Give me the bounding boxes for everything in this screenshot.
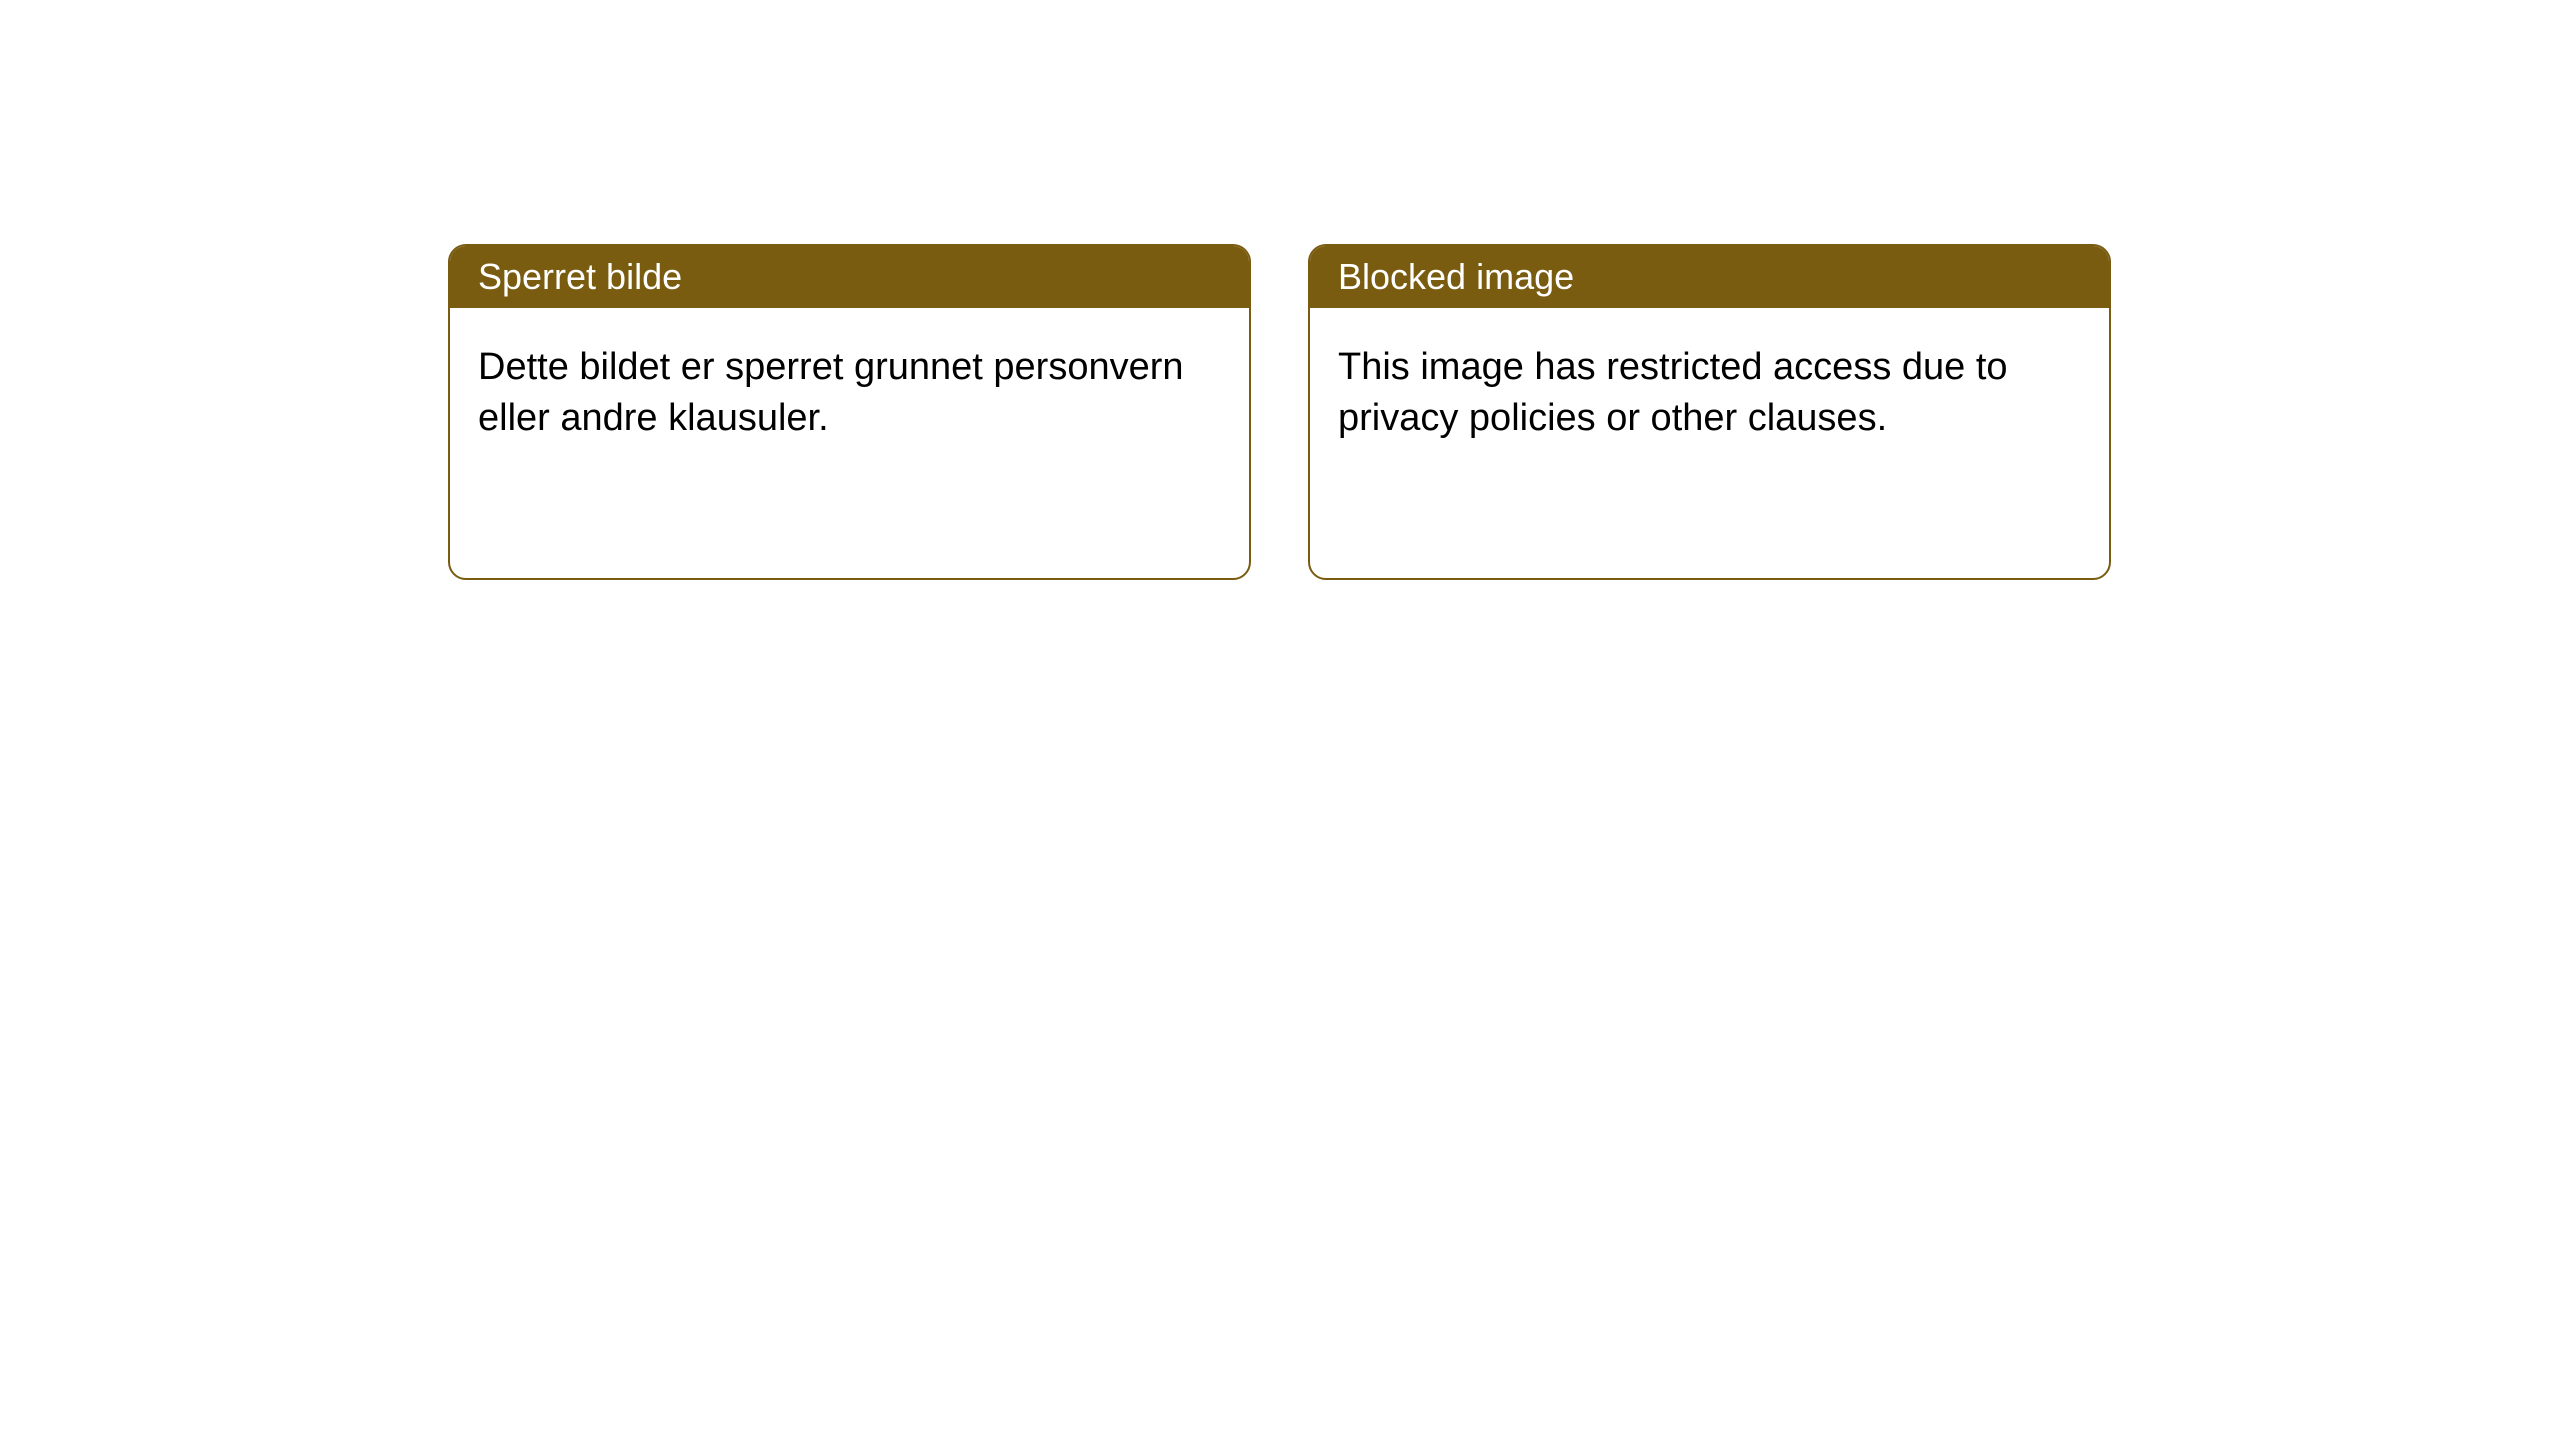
card-body-no: Dette bildet er sperret grunnet personve…: [450, 308, 1249, 479]
card-body-en: This image has restricted access due to …: [1310, 308, 2109, 479]
card-header-no: Sperret bilde: [450, 246, 1249, 308]
card-header-en: Blocked image: [1310, 246, 2109, 308]
blocked-image-card-en: Blocked image This image has restricted …: [1308, 244, 2111, 580]
blocked-image-cards: Sperret bilde Dette bildet er sperret gr…: [448, 244, 2111, 580]
blocked-image-card-no: Sperret bilde Dette bildet er sperret gr…: [448, 244, 1251, 580]
